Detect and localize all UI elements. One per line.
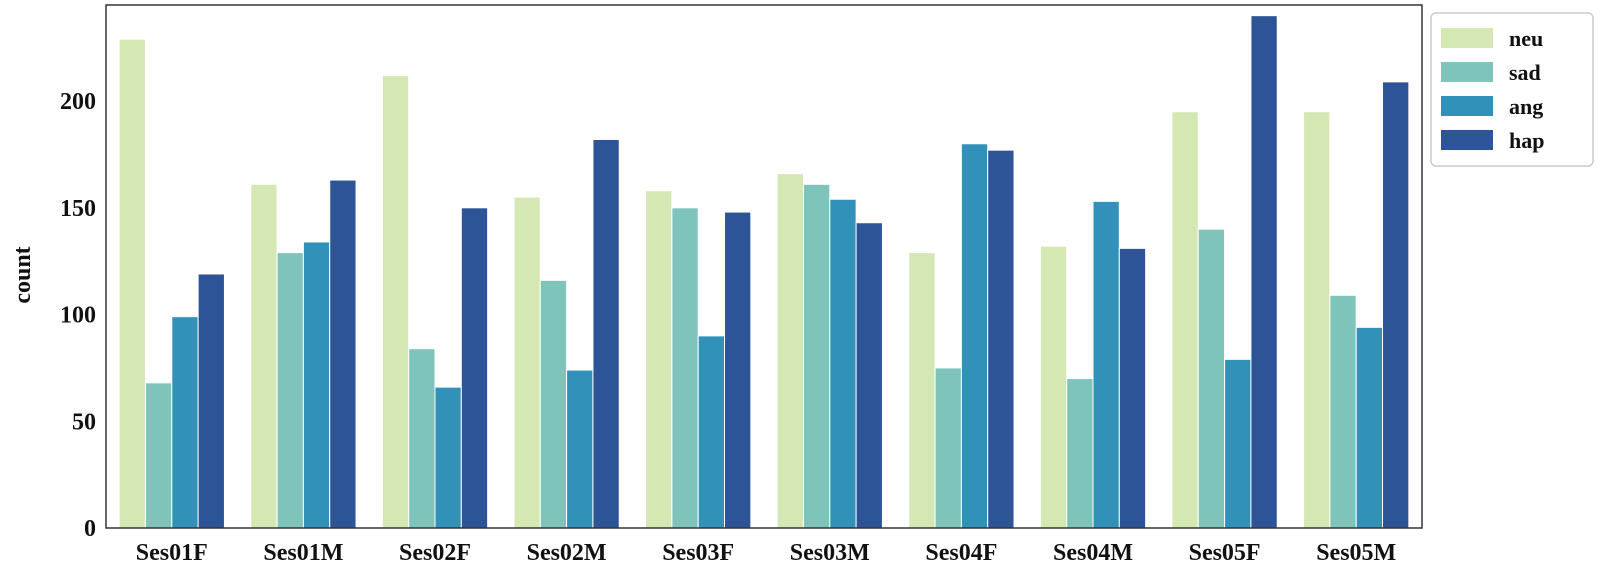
- bar-sad-Ses04M: [1066, 378, 1094, 529]
- bar-sad-Ses01M: [276, 252, 304, 529]
- bar-sad-Ses01F: [144, 382, 173, 529]
- bar-neu-Ses01F: [118, 38, 146, 529]
- bar-neu-Ses03F: [645, 190, 673, 529]
- bar-neu-Ses05M: [1303, 111, 1331, 529]
- plot-frame: [105, 4, 1423, 529]
- y-tick-label: 150: [60, 196, 96, 222]
- legend-label-neu: neu: [1509, 26, 1543, 51]
- bars-group: [118, 15, 1410, 529]
- bar-neu-Ses04F: [908, 252, 936, 529]
- bar-ang-Ses02F: [434, 386, 462, 529]
- x-tick-label: Ses05M: [1316, 540, 1396, 566]
- bar-neu-Ses01M: [250, 183, 278, 529]
- bar-hap-Ses02F: [460, 207, 489, 529]
- bar-hap-Ses02M: [592, 138, 620, 529]
- x-tick-label: Ses04F: [925, 540, 997, 566]
- x-tick-label: Ses03M: [790, 540, 870, 566]
- bar-hap-Ses01M: [329, 179, 357, 529]
- bar-sad-Ses04F: [934, 367, 962, 529]
- bar-ang-Ses01M: [302, 241, 331, 529]
- x-tick-label: Ses01M: [263, 540, 343, 566]
- y-tick-label: 0: [84, 516, 96, 542]
- bar-hap-Ses03F: [724, 211, 752, 529]
- bar-ang-Ses04M: [1092, 200, 1120, 529]
- bar-ang-Ses05F: [1224, 358, 1252, 529]
- y-tick-label: 200: [60, 89, 96, 115]
- bar-neu-Ses03M: [776, 173, 804, 529]
- x-ticks-group: Ses01F Ses01M Ses02F Ses02M Ses03F Ses03M Ses0…: [136, 540, 1396, 566]
- x-tick-label: Ses02M: [527, 540, 607, 566]
- x-tick-label: Ses01F: [136, 540, 208, 566]
- bar-neu-Ses04M: [1039, 245, 1068, 529]
- bar-hap-Ses05F: [1250, 15, 1278, 529]
- bar-hap-Ses03M: [855, 222, 883, 529]
- x-tick-label: Ses03F: [662, 540, 734, 566]
- bar-hap-Ses05M: [1382, 81, 1410, 529]
- legend-label-sad: sad: [1509, 60, 1541, 85]
- legend-swatch-hap: [1441, 130, 1493, 150]
- legend-frame: [1430, 12, 1594, 167]
- bar-sad-Ses03M: [802, 183, 831, 529]
- bar-neu-Ses05F: [1171, 111, 1199, 529]
- bar-ang-Ses03M: [829, 198, 857, 529]
- legend-label-hap: hap: [1509, 128, 1544, 153]
- legend-swatch-ang: [1441, 96, 1493, 116]
- legend-label-ang: ang: [1509, 94, 1543, 119]
- bar-sad-Ses02F: [408, 348, 436, 529]
- bar-hap-Ses01F: [197, 273, 225, 529]
- y-tick-label: 100: [60, 303, 96, 329]
- bar-ang-Ses01F: [171, 316, 199, 529]
- legend-swatch-neu: [1441, 28, 1493, 48]
- legend: neu sad ang hap: [1430, 12, 1594, 167]
- legend-swatch-sad: [1441, 62, 1493, 82]
- bar-sad-Ses05M: [1329, 294, 1357, 529]
- bar-sad-Ses02M: [539, 279, 568, 529]
- y-ticks-group: 0 50 100 150 200: [60, 89, 96, 542]
- bar-ang-Ses03F: [697, 335, 726, 529]
- bar-ang-Ses05M: [1355, 326, 1384, 529]
- y-tick-label: 50: [72, 409, 96, 435]
- bar-neu-Ses02F: [381, 74, 410, 529]
- bar-hap-Ses04F: [987, 149, 1015, 529]
- bar-ang-Ses02M: [566, 369, 594, 529]
- y-axis-label: count: [10, 246, 36, 303]
- bar-neu-Ses02M: [513, 196, 541, 529]
- bar-ang-Ses04F: [960, 143, 989, 529]
- x-tick-label: Ses05F: [1189, 540, 1261, 566]
- x-tick-label: Ses04M: [1053, 540, 1133, 566]
- bar-hap-Ses04M: [1118, 247, 1147, 529]
- bar-sad-Ses05F: [1197, 228, 1226, 529]
- bar-sad-Ses03F: [671, 207, 699, 529]
- x-tick-label: Ses02F: [399, 540, 471, 566]
